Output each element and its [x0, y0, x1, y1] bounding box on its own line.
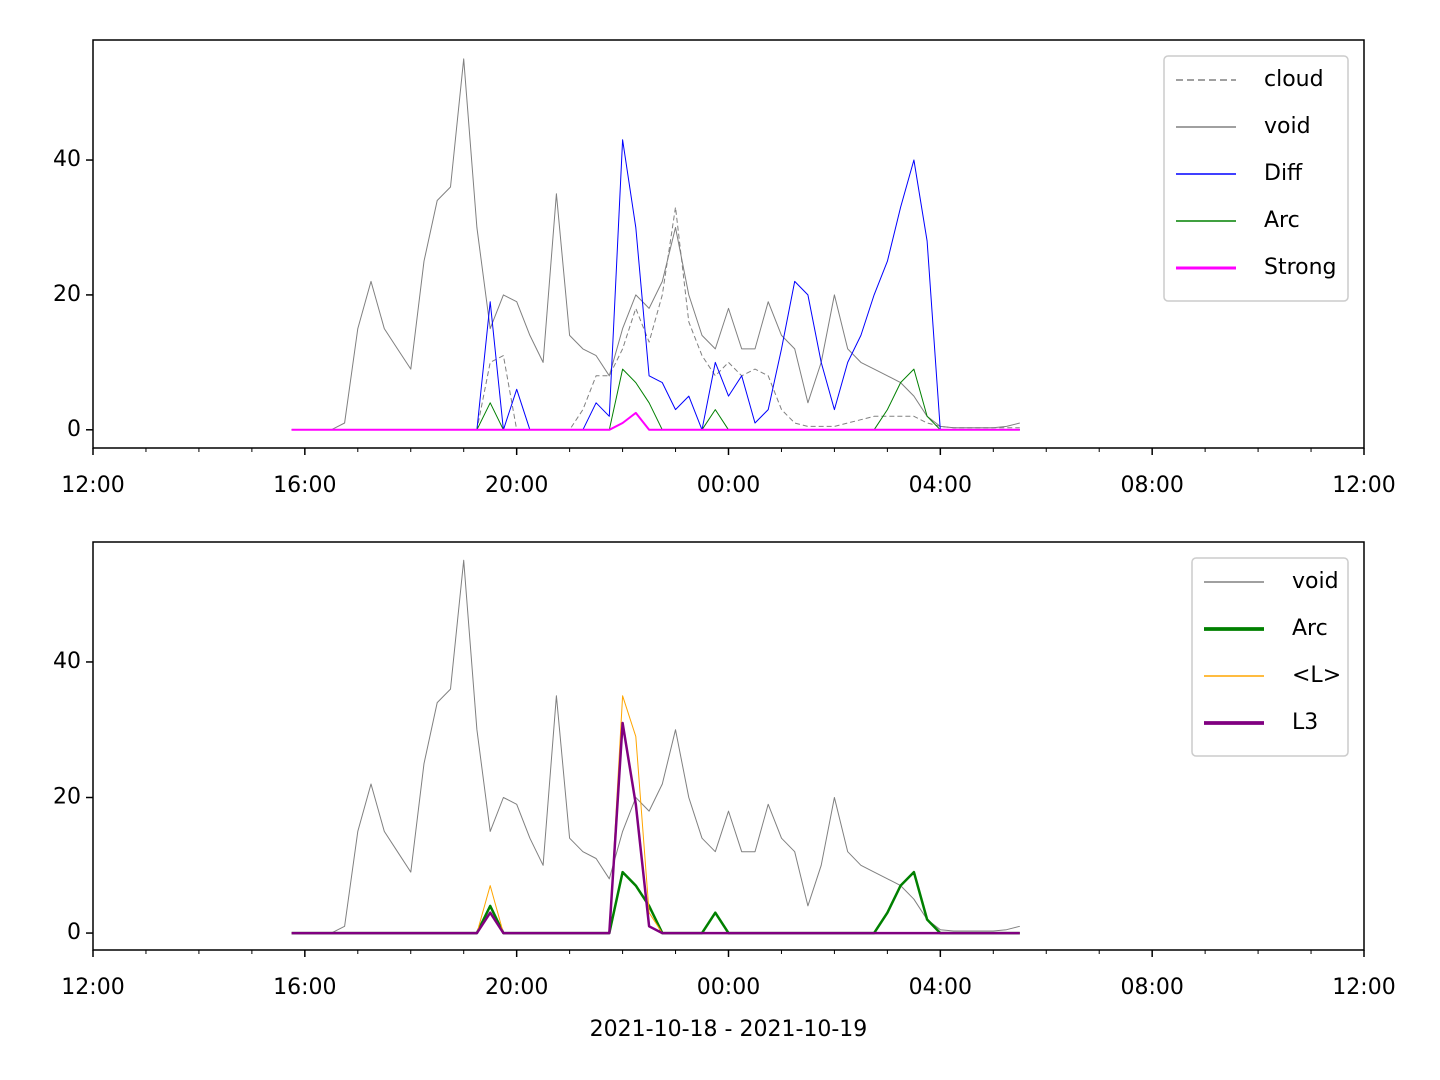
legend-label: Arc	[1264, 208, 1300, 233]
x-tick-label: 00:00	[697, 975, 760, 1000]
legend-label: void	[1292, 569, 1339, 594]
legend-label: <L>	[1292, 663, 1341, 688]
x-tick-label: 20:00	[485, 975, 548, 1000]
series-line	[291, 206, 1020, 431]
legend-label: Arc	[1292, 616, 1328, 641]
x-tick-label: 08:00	[1120, 975, 1183, 1000]
x-tick-label: 16:00	[273, 473, 336, 498]
series-line	[291, 721, 1020, 935]
x-tick-label: 16:00	[273, 975, 336, 1000]
legend-label: L3	[1292, 710, 1318, 735]
x-axis-label: 2021-10-18 - 2021-10-19	[590, 1017, 868, 1042]
series-line	[291, 870, 1020, 935]
x-tick-label: 12:00	[1332, 975, 1395, 1000]
legend-label: Diff	[1264, 161, 1303, 186]
y-tick-label: 0	[67, 920, 81, 945]
series-line	[291, 695, 1020, 934]
x-tick-label: 08:00	[1120, 473, 1183, 498]
legend-box	[1163, 55, 1349, 302]
y-tick-label: 20	[53, 785, 81, 810]
y-tick-label: 40	[53, 147, 81, 172]
x-tick-label: 04:00	[909, 975, 972, 1000]
y-tick-label: 20	[53, 282, 81, 307]
legend-box	[1191, 557, 1349, 757]
series-line	[291, 368, 1020, 431]
legend-label: Strong	[1264, 255, 1337, 280]
x-tick-label: 04:00	[909, 473, 972, 498]
plot-frame	[92, 541, 1365, 951]
x-tick-label: 20:00	[485, 473, 548, 498]
legend-label: void	[1264, 114, 1311, 139]
series-line	[291, 411, 1020, 431]
x-tick-label: 12:00	[61, 975, 124, 1000]
x-tick-label: 12:00	[61, 473, 124, 498]
series-line	[291, 139, 1020, 431]
x-tick-label: 12:00	[1332, 473, 1395, 498]
x-tick-label: 00:00	[697, 473, 760, 498]
y-tick-label: 0	[67, 417, 81, 442]
y-tick-label: 40	[53, 649, 81, 674]
series-line	[291, 559, 1020, 934]
series-line	[291, 58, 1020, 431]
legend-label: cloud	[1264, 67, 1324, 92]
